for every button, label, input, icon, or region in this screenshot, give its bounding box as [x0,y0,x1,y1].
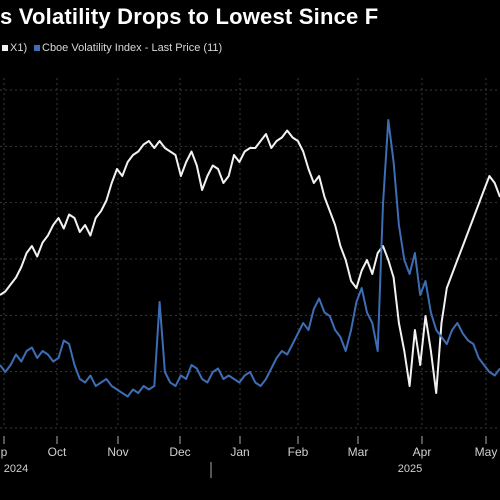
x-tick-label: Oct [48,445,67,459]
year-label: 2024 [4,463,28,475]
legend-item-1-label: X1) [10,42,28,54]
series-line-2 [0,119,500,398]
x-tick-label: Mar [348,445,369,459]
legend-item-1: X1) [2,42,27,54]
x-tick-label: Jan [230,445,249,459]
x-tick-label: Dec [169,445,190,459]
x-tick-label: Feb [288,445,309,459]
x-tick-label: Nov [107,445,128,459]
series-line-1 [0,129,500,394]
year-label: 2025 [398,463,422,475]
x-tick-label: May [475,445,498,459]
chart-title: s Volatility Drops to Lowest Since F [0,4,379,29]
x-tick-label: p [1,445,8,459]
legend: X1) Cboe Volatility Index - Last Price (… [0,42,500,60]
series-group [0,119,500,398]
x-axis: p Oct Nov Dec Jan Feb Mar Apr May 2024 2025 [1,436,498,478]
legend-swatch-1-icon [2,45,8,52]
legend-item-2: Cboe Volatility Index - Last Price (11) [34,42,222,54]
legend-swatch-2-icon [34,45,40,52]
grid [0,78,500,429]
x-tick-label: Apr [413,445,432,459]
legend-item-2-label: Cboe Volatility Index - Last Price (11) [42,42,223,54]
